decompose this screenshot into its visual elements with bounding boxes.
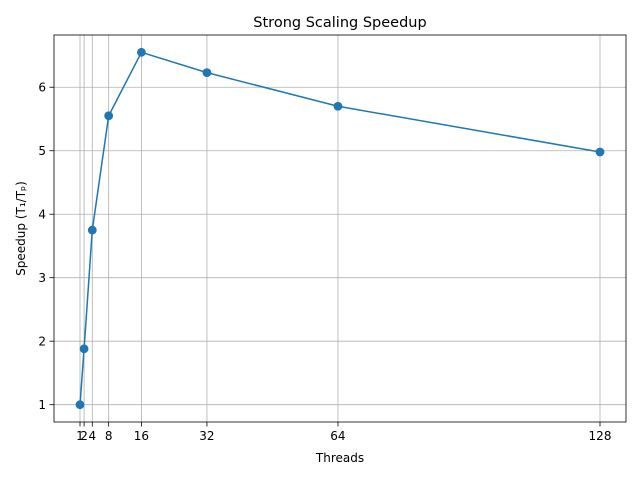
data-point bbox=[87, 225, 97, 235]
x-tick-label: 8 bbox=[105, 429, 113, 443]
plot-area-frame bbox=[53, 34, 627, 423]
data-point bbox=[137, 47, 146, 57]
data-point bbox=[75, 400, 85, 410]
y-tick-label: 2 bbox=[38, 335, 46, 349]
chart-title: Strong Scaling Speedup bbox=[253, 15, 426, 31]
y-tick-label: 6 bbox=[38, 81, 46, 95]
y-tick-label: 3 bbox=[38, 271, 46, 285]
y-axis-title: Speedup (T₁/Tₚ) bbox=[14, 181, 28, 276]
data-point bbox=[202, 68, 212, 78]
x-tick-label: 2 bbox=[80, 429, 88, 443]
y-grid bbox=[54, 86, 626, 406]
data-point bbox=[79, 344, 89, 354]
x-tick-label: 16 bbox=[134, 429, 149, 443]
x-axis: 12 4 8 16 32 64 128 bbox=[76, 422, 611, 443]
y-axis: 1 2 3 4 5 6 bbox=[38, 81, 54, 412]
x-tick-label: 32 bbox=[199, 429, 214, 443]
series-group bbox=[75, 47, 605, 410]
data-point bbox=[333, 101, 343, 111]
x-tick-label: 4 bbox=[88, 429, 96, 443]
y-tick-label: 5 bbox=[38, 144, 46, 158]
x-tick-label: 64 bbox=[330, 429, 345, 443]
data-point bbox=[595, 147, 605, 157]
x-tick-label: 128 bbox=[589, 429, 612, 443]
x-axis-title: Threads bbox=[315, 451, 364, 465]
series-line bbox=[79, 51, 601, 405]
data-point bbox=[104, 111, 114, 121]
y-tick-label: 4 bbox=[38, 208, 46, 222]
x-tick-label: 1 bbox=[76, 429, 84, 443]
y-tick-label: 1 bbox=[38, 398, 46, 412]
